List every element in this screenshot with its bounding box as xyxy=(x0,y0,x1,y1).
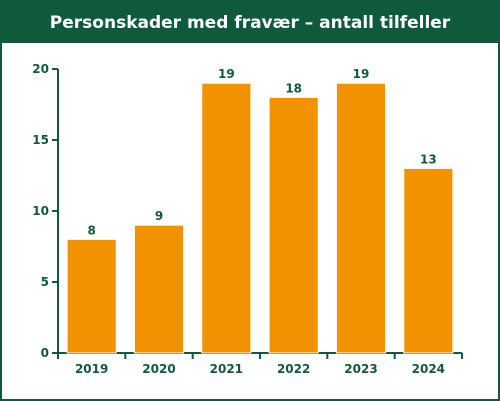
data-label-2021: 19 xyxy=(218,67,235,81)
x-tick-label: 2022 xyxy=(277,362,310,376)
x-tick-label: 2021 xyxy=(210,362,243,376)
x-tick-label: 2020 xyxy=(142,362,175,376)
y-tick-label: 10 xyxy=(32,204,49,218)
y-axis: 0 5 10 15 20 xyxy=(32,62,59,360)
x-tick-label: 2024 xyxy=(412,362,445,376)
bar-2024 xyxy=(403,167,454,354)
bar-2021 xyxy=(201,82,252,354)
x-tick-label: 2019 xyxy=(75,362,108,376)
bar-2019 xyxy=(66,238,117,354)
x-tick-label: 2023 xyxy=(344,362,377,376)
chart-title: Personskader med fravær – antall tilfell… xyxy=(2,2,498,43)
bar-2023 xyxy=(335,82,387,354)
data-label-2023: 19 xyxy=(353,67,370,81)
data-labels: 8 9 19 18 19 13 xyxy=(87,67,436,237)
data-label-2022: 18 xyxy=(285,81,302,95)
data-label-2024: 13 xyxy=(420,152,437,166)
y-tick-label: 15 xyxy=(32,133,49,147)
bar-2020 xyxy=(133,224,185,354)
bar-2022 xyxy=(268,96,319,354)
x-axis: 2019 2020 2021 2022 2023 2024 xyxy=(57,352,463,376)
data-label-2020: 9 xyxy=(155,209,163,223)
data-label-2019: 8 xyxy=(87,223,95,237)
y-tick-label: 20 xyxy=(32,62,49,76)
y-tick-label: 0 xyxy=(41,346,49,360)
bars xyxy=(66,82,454,354)
y-tick-label: 5 xyxy=(41,275,49,289)
